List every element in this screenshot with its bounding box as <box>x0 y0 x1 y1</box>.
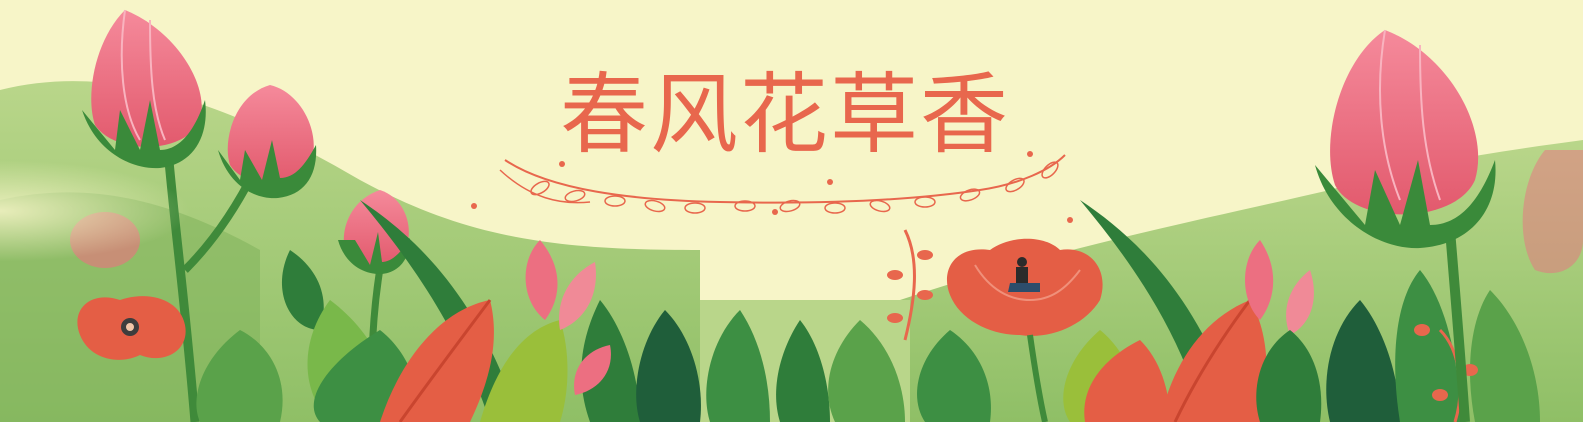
decorative-vine <box>471 151 1073 223</box>
banner-title: 春风花草香 <box>560 63 1011 166</box>
